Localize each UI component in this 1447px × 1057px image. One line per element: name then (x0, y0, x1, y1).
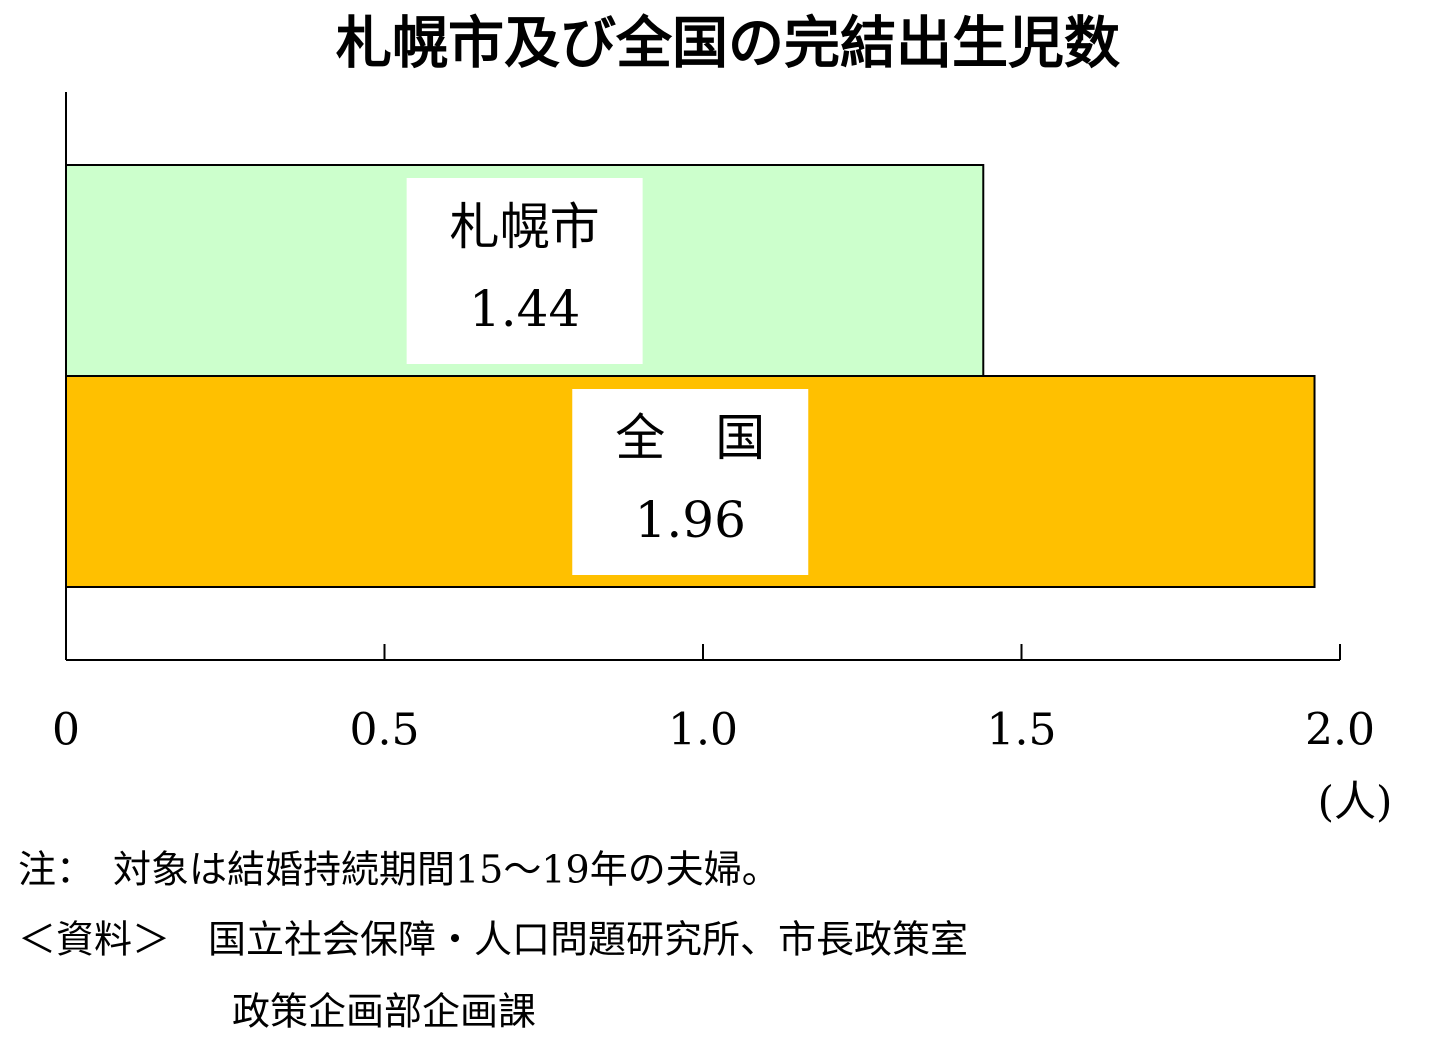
label-box (406, 178, 643, 364)
source: ＜資料＞ 国立社会保障・人口問題研究所、市長政策室 (18, 918, 968, 962)
x-tick-label: 2.0 (1305, 705, 1375, 756)
bar-category-label: 札幌市 (450, 198, 600, 256)
x-tick-label: 1.0 (668, 705, 738, 756)
bar-value-label: 1.96 (635, 491, 746, 549)
x-tick-label: 1.5 (987, 705, 1057, 756)
source: 政策企画部企画課 (232, 990, 536, 1034)
x-axis-unit: (人) (1318, 777, 1393, 826)
label-box (572, 389, 809, 575)
x-tick-label: 0 (52, 705, 80, 756)
chart-title: 札幌市及び全国の完結出生児数 (336, 11, 1120, 77)
bar-category-label: 全 国 (615, 409, 765, 467)
bar-value-label: 1.44 (469, 280, 580, 338)
note: 注： 対象は結婚持続期間15～19年の夫婦。 (18, 848, 780, 892)
x-tick-label: 0.5 (350, 705, 420, 756)
